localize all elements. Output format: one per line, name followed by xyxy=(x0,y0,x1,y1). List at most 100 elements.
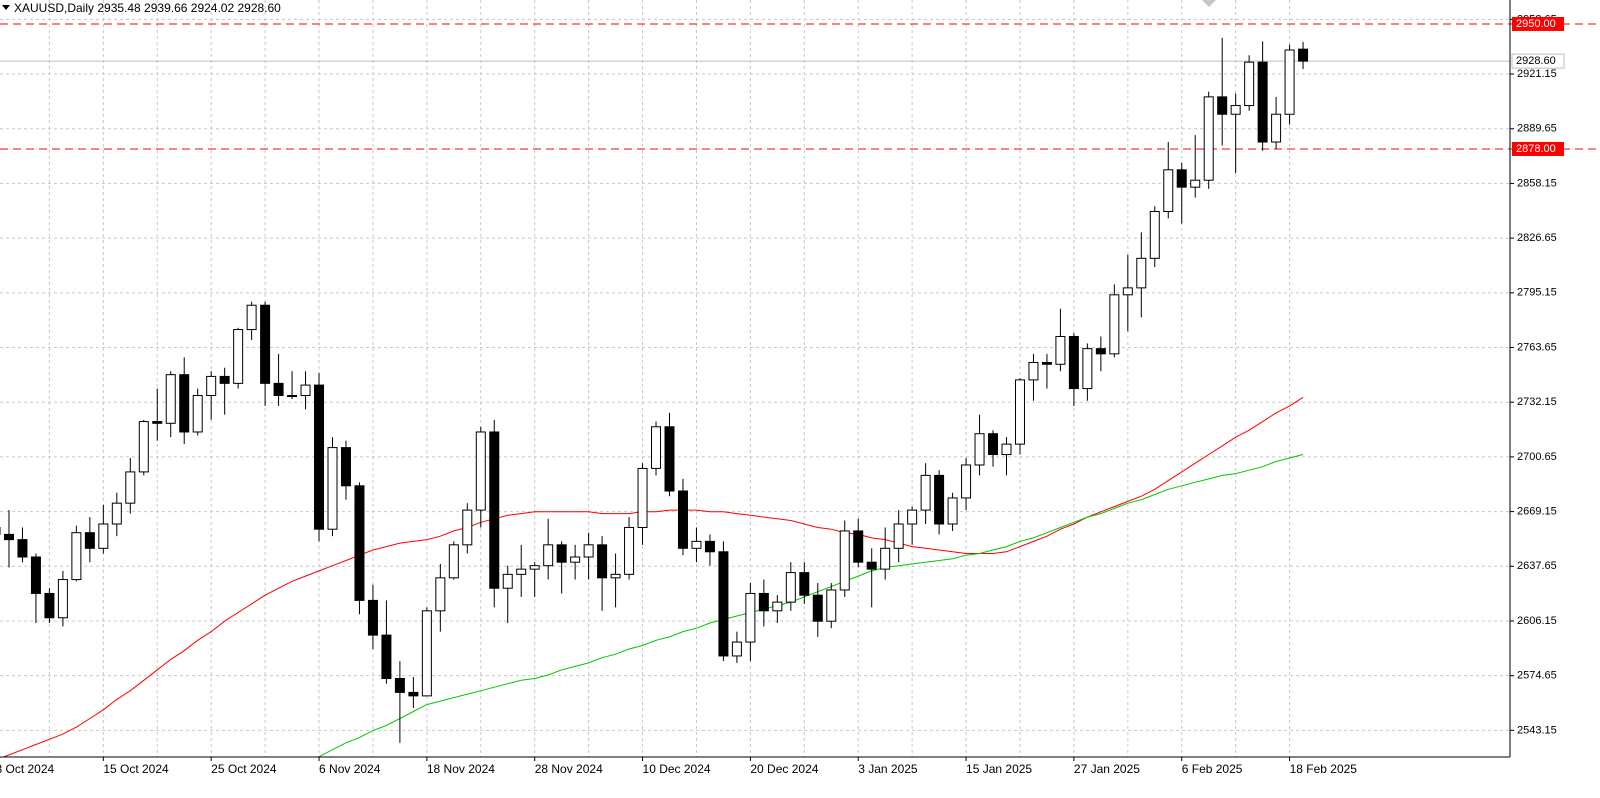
y-tick-label: 2732.15 xyxy=(1517,396,1557,408)
candle-body xyxy=(233,329,244,384)
candle-body xyxy=(44,592,55,619)
candle-body xyxy=(462,509,473,546)
candle-body xyxy=(1149,210,1160,259)
candle-body xyxy=(853,530,864,563)
level-label-box xyxy=(1512,16,1564,31)
y-tick-label: 2574.65 xyxy=(1517,670,1557,682)
candle-body xyxy=(785,572,796,603)
candle-body xyxy=(1109,294,1120,355)
candle-body xyxy=(1284,49,1295,115)
candle-body xyxy=(583,544,594,558)
candle-body xyxy=(718,551,729,657)
x-tick-label: 6 Feb 2025 xyxy=(1182,762,1243,776)
candle-body xyxy=(826,589,837,622)
candle-body xyxy=(273,382,284,397)
candle-body xyxy=(893,523,904,549)
candle-body xyxy=(138,421,149,473)
candle-body xyxy=(152,421,163,424)
candle-body xyxy=(502,573,513,589)
x-tick-label: 20 Dec 2024 xyxy=(750,762,818,776)
candle-body xyxy=(961,464,972,499)
candle-body xyxy=(1298,48,1309,62)
candle-body xyxy=(17,539,28,558)
candle-body xyxy=(421,610,432,697)
candle-body xyxy=(489,431,500,589)
candle-body xyxy=(1095,348,1106,355)
candle-body xyxy=(974,433,985,466)
candle-body xyxy=(1203,96,1214,181)
candle-body xyxy=(71,532,82,581)
candle-body xyxy=(340,447,351,487)
x-tick-label: 25 Oct 2024 xyxy=(211,762,277,776)
candle-body xyxy=(354,485,365,601)
candle-body xyxy=(327,447,338,530)
candle-body xyxy=(1176,169,1187,188)
candle-body xyxy=(758,592,769,612)
candle-body xyxy=(219,375,230,384)
candle-body xyxy=(125,471,136,504)
symbol-menu-arrow[interactable] xyxy=(2,5,10,10)
moving-average xyxy=(318,454,1304,757)
y-tick-label: 2700.65 xyxy=(1517,451,1557,463)
candle-body xyxy=(1055,335,1066,365)
candle-body xyxy=(731,641,742,657)
candle-body xyxy=(84,532,95,549)
x-tick-label: 27 Jan 2025 xyxy=(1074,762,1140,776)
level-label: 2950.00 xyxy=(1516,18,1556,30)
candle-body xyxy=(246,304,257,331)
x-tick-label: 6 Nov 2024 xyxy=(319,762,381,776)
candle-body xyxy=(691,540,702,549)
candle-body xyxy=(381,634,392,680)
candle-body xyxy=(947,497,958,525)
candle-body xyxy=(300,384,311,397)
candle-body xyxy=(1122,287,1133,296)
y-tick-label: 2826.65 xyxy=(1517,232,1557,244)
candle-body xyxy=(651,426,662,469)
y-tick-label: 2921.15 xyxy=(1517,68,1557,80)
x-tick-label: 18 Nov 2024 xyxy=(427,762,495,776)
candle-body xyxy=(543,544,554,567)
candle-body xyxy=(192,395,203,433)
candle-body xyxy=(1230,105,1241,115)
candle-body xyxy=(839,530,850,591)
shift-marker xyxy=(1202,0,1216,7)
candle-body xyxy=(745,592,756,643)
level-label-box xyxy=(1512,141,1564,156)
chart-title: XAUUSD,Daily 2935.48 2939.66 2924.02 292… xyxy=(14,1,281,15)
candle-body xyxy=(920,474,931,511)
x-tick-label: 3 Jan 2025 xyxy=(858,762,918,776)
candle-body xyxy=(1163,169,1174,212)
candle-body xyxy=(1041,362,1052,365)
candle-body xyxy=(179,374,190,433)
candle-body xyxy=(637,467,648,528)
candle-body xyxy=(475,431,486,511)
candle-body xyxy=(704,540,715,553)
y-tick-label: 2669.15 xyxy=(1517,505,1557,517)
candle-body xyxy=(570,556,581,563)
candle-body xyxy=(556,544,567,563)
candle-body xyxy=(610,573,621,579)
candle-body xyxy=(866,561,877,570)
candle-body xyxy=(772,601,783,612)
x-tick-label: 10 Dec 2024 xyxy=(643,762,711,776)
candle-body xyxy=(206,375,217,397)
level-label: 2878.00 xyxy=(1516,143,1556,155)
candle-body xyxy=(1244,61,1255,107)
candle-body xyxy=(597,544,608,579)
y-tick-label: 2606.15 xyxy=(1517,615,1557,627)
candle-body xyxy=(448,544,459,579)
candle-body xyxy=(260,304,271,384)
candle-body xyxy=(314,384,325,530)
candle-body xyxy=(934,474,945,525)
price-label-box xyxy=(1511,53,1565,69)
candle-body xyxy=(812,594,823,622)
candle-body xyxy=(516,568,527,575)
candle-body xyxy=(1028,362,1039,381)
candle-body xyxy=(1271,113,1282,143)
y-tick-label: 2795.15 xyxy=(1517,287,1557,299)
candle-body xyxy=(165,374,176,424)
candle-body xyxy=(1136,257,1147,289)
candle-body xyxy=(799,572,810,596)
